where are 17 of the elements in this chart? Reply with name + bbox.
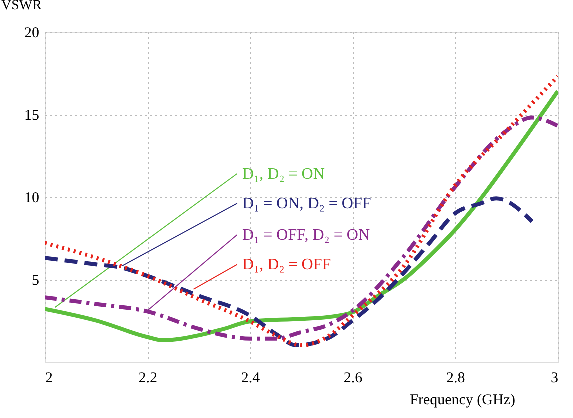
y-tick-label: 20 [24,26,40,42]
x-tick-label: 2.4 [241,370,261,386]
x-axis-title: Frequency (GHz) [410,392,516,408]
y-tick-label: 15 [24,108,40,124]
y-tick-label: 5 [32,273,40,289]
line-series [45,196,534,348]
x-tick-label: 2.2 [138,370,158,386]
y-axis-title: VSWR [2,0,43,14]
x-tick-label: 3 [551,370,558,386]
text: D₁ = OFF, D₂ = ON [242,226,370,244]
x-tick-label: 2.6 [344,370,364,386]
text: D₁ = ON, D₂ = OFF [242,196,372,213]
x-tick-label: 2 [46,370,53,386]
text: D₁, D₂ = ON [242,166,326,183]
y-tick-label: 10 [24,190,40,206]
x-tick-label: 2.8 [446,370,466,386]
text: D₁, D₂ = OFF [242,256,332,274]
